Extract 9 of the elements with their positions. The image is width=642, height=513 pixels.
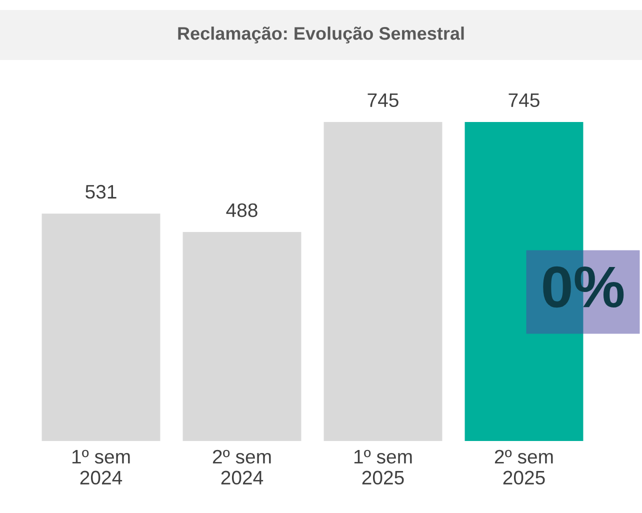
data-label: 531 bbox=[86, 184, 116, 199]
chart-title: Reclamação: Evolução Semestral bbox=[178, 26, 464, 44]
x-tick-label: 1º sem 2024 bbox=[72, 450, 130, 485]
x-tick-label: 2º sem 2025 bbox=[494, 450, 553, 485]
x-tick-label: 1º sem 2025 bbox=[354, 450, 412, 485]
data-label: 488 bbox=[226, 203, 258, 218]
data-label: 745 bbox=[508, 93, 540, 108]
x-tick-label: 2º sem 2024 bbox=[212, 450, 271, 485]
data-label: 745 bbox=[368, 93, 398, 108]
